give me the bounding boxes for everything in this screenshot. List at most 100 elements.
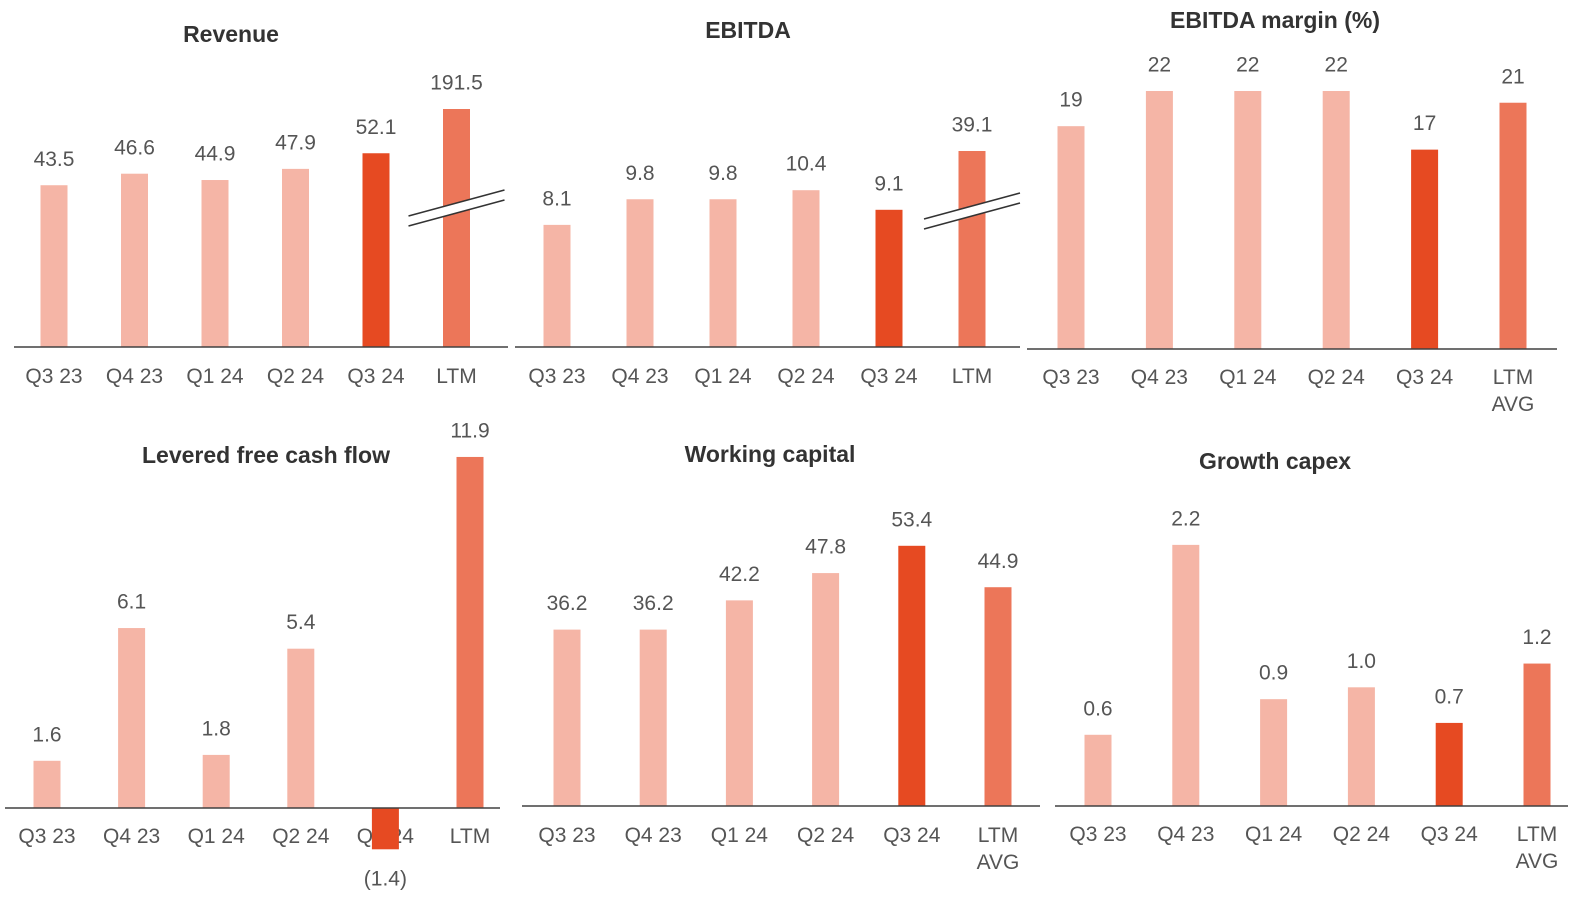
value-label: (1.4): [364, 868, 407, 891]
x-tick-label: Q4 23: [611, 365, 668, 388]
bar: [33, 760, 61, 808]
value-label: 9.8: [708, 162, 737, 185]
x-tick-label: Q2 24: [797, 824, 855, 847]
axis-break-line: [923, 192, 1021, 220]
x-tick-label: Q3 23: [1069, 823, 1126, 846]
value-label: 43.5: [34, 148, 75, 171]
value-label: 19: [1059, 89, 1082, 112]
bar: [1260, 699, 1288, 806]
x-tick-label: LTM AVG: [1492, 366, 1535, 416]
bar: [40, 185, 68, 347]
x-tick-label: LTM: [450, 825, 490, 848]
bar: [725, 600, 753, 806]
x-tick-label: Q3 23: [1042, 366, 1099, 389]
bar: [1435, 722, 1463, 806]
x-tick-label: Q4 23: [1131, 366, 1188, 389]
axis-break-line: [923, 202, 1021, 230]
bar: [456, 456, 484, 808]
value-label: 1.2: [1522, 626, 1551, 649]
value-label: 2.2: [1171, 507, 1200, 530]
x-tick-label: Q3 24: [347, 365, 405, 388]
bar: [553, 629, 581, 806]
value-label: 42.2: [719, 563, 760, 586]
bar: [543, 224, 571, 347]
x-tick-label: Q1 24: [188, 825, 246, 848]
value-label: 11.9: [450, 419, 489, 442]
value-label: 9.1: [874, 172, 903, 195]
x-tick-label: Q2 24: [272, 825, 330, 848]
bar: [1499, 102, 1527, 350]
value-label: 44.9: [978, 550, 1019, 573]
value-label: 1.0: [1347, 650, 1376, 673]
value-label: 5.4: [286, 611, 316, 634]
chart-title: Levered free cash flow: [142, 442, 390, 468]
x-tick-label: Q2 24: [1333, 823, 1391, 846]
bar: [118, 628, 146, 808]
bar: [202, 754, 230, 808]
axis-break-line: [408, 199, 505, 227]
x-tick-label: LTM AVG: [977, 824, 1020, 874]
bar: [709, 199, 737, 347]
x-tick-label: Q1 24: [1219, 366, 1277, 389]
bar: [1145, 91, 1173, 349]
bar: [1347, 687, 1375, 806]
chart-title: Working capital: [685, 441, 856, 467]
value-label: 1.6: [32, 723, 61, 746]
value-label: 44.9: [195, 143, 236, 166]
value-label: 22: [1148, 54, 1171, 77]
bar: [1084, 734, 1112, 806]
value-label: 22: [1325, 54, 1348, 77]
bar: [1234, 91, 1262, 349]
axis-break: [924, 193, 1020, 229]
x-tick-label: LTM AVG: [1516, 823, 1559, 873]
x-tick-label: Q3 23: [538, 824, 595, 847]
value-label: 47.9: [275, 131, 316, 154]
value-label: 36.2: [633, 592, 674, 615]
bar: [875, 209, 903, 347]
chart-title: Revenue: [183, 21, 279, 47]
bar: [443, 109, 470, 347]
bar: [282, 168, 309, 347]
value-label: 10.4: [786, 153, 827, 176]
x-tick-label: Q1 24: [694, 365, 752, 388]
value-label: 53.4: [891, 508, 932, 531]
axis-break-line: [408, 189, 505, 217]
x-tick-label: LTM: [436, 365, 476, 388]
bar: [958, 151, 986, 347]
bar: [792, 190, 820, 347]
bar: [201, 180, 229, 347]
value-label: 191.5: [430, 72, 483, 95]
value-label: 46.6: [114, 136, 155, 159]
value-label: 39.1: [952, 114, 993, 137]
x-tick-label: Q3 24: [883, 824, 941, 847]
chart-title: EBITDA margin (%): [1170, 7, 1380, 33]
bar: [639, 629, 667, 806]
value-label: 0.9: [1259, 662, 1288, 685]
x-tick-label: Q4 23: [1157, 823, 1214, 846]
value-label: 36.2: [547, 592, 588, 615]
value-label: 47.8: [805, 536, 846, 559]
x-tick-label: Q2 24: [1308, 366, 1366, 389]
value-label: 22: [1236, 54, 1259, 77]
x-tick-label: Q1 24: [1245, 823, 1303, 846]
bar: [626, 199, 654, 347]
x-tick-label: Q4 23: [106, 365, 163, 388]
x-tick-label: Q2 24: [267, 365, 325, 388]
axis-break: [408, 190, 505, 226]
bar: [287, 648, 315, 808]
bar: [371, 808, 399, 850]
x-tick-label: Q1 24: [186, 365, 244, 388]
bar: [1172, 544, 1200, 806]
value-label: 1.8: [202, 717, 231, 740]
value-label: 0.7: [1435, 685, 1464, 708]
bar: [1411, 149, 1439, 349]
value-label: 6.1: [117, 591, 146, 614]
chart-title: EBITDA: [705, 17, 791, 43]
value-label: 9.8: [625, 162, 654, 185]
x-tick-label: Q3 24: [1396, 366, 1454, 389]
bar: [984, 587, 1012, 806]
bar: [1322, 91, 1350, 349]
bar: [121, 173, 148, 347]
